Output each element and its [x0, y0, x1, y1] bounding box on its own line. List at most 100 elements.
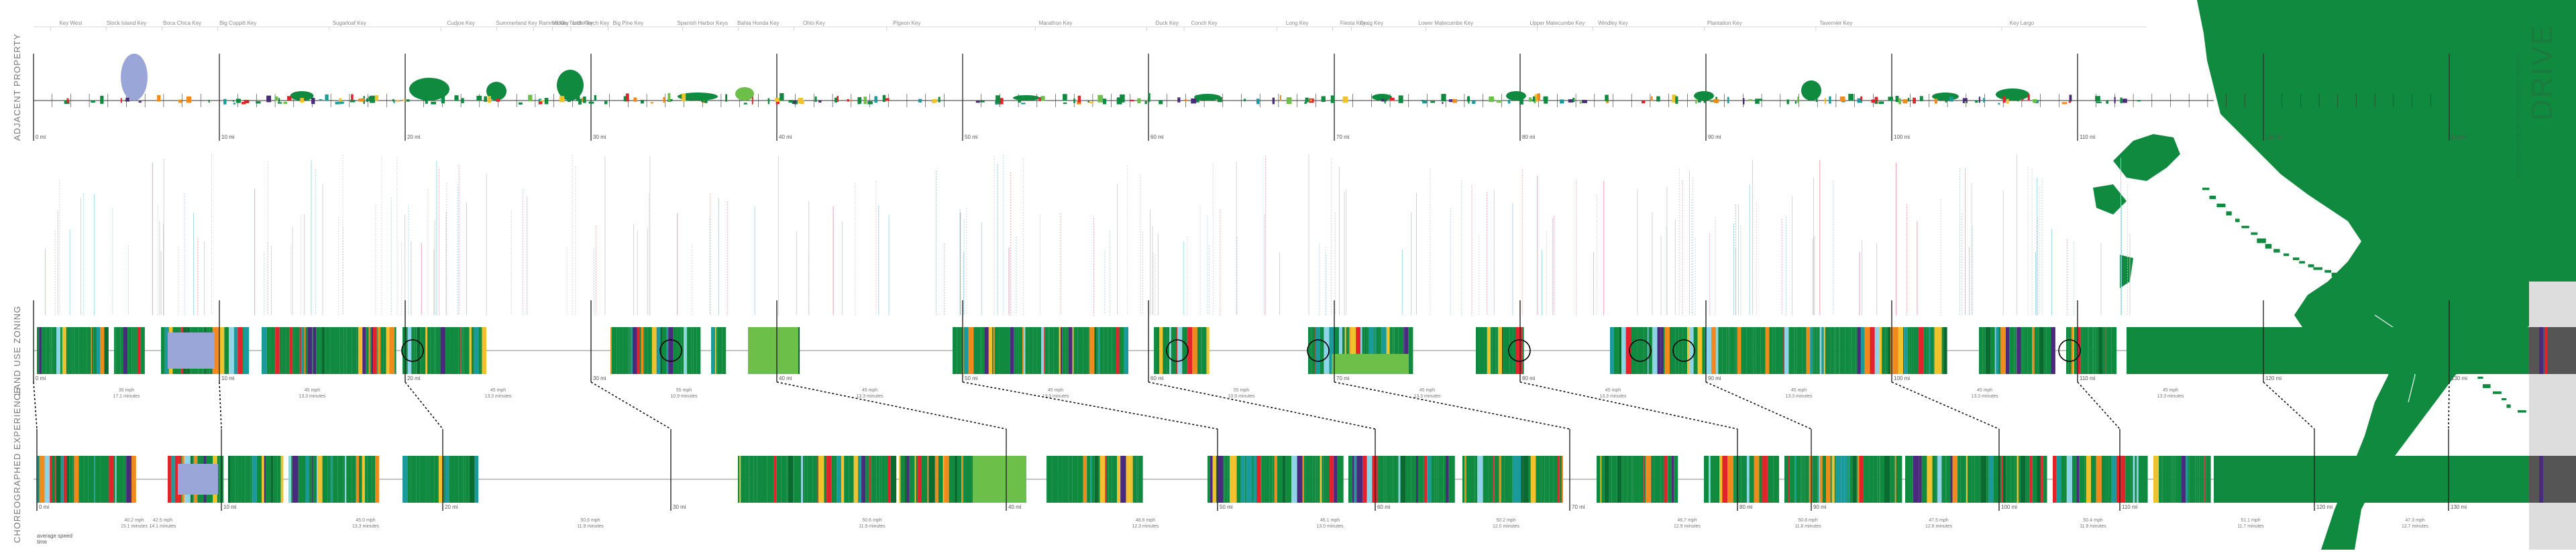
zoning-segment — [1497, 327, 1499, 374]
choreo-segment — [63, 456, 67, 503]
adjacent-property-fragment — [857, 97, 860, 105]
choreo-segment — [1329, 456, 1334, 503]
choreo-segment — [37, 456, 38, 503]
choreo-speed-label: 42.5 mph 14.1 minutes — [149, 517, 176, 530]
zoning-mile-label: 100 mi — [1894, 375, 1911, 381]
zoning-segment — [1364, 327, 1366, 374]
choreo-segment — [1448, 456, 1455, 503]
zoning-time-value: 17.1 minutes — [113, 394, 140, 399]
key-name-label: Ohio Key — [802, 20, 825, 26]
choreo-segment — [1869, 456, 1874, 503]
choreo-segment — [358, 456, 362, 503]
zoning-segment — [458, 327, 461, 374]
choreo-segment — [1910, 456, 1913, 503]
adjacent-property-fragment — [604, 101, 608, 105]
adjacent-property-fragment — [1441, 94, 1446, 102]
zoning-highlight-circle — [1508, 339, 1531, 362]
adjacent-property-fragment — [178, 99, 182, 103]
choreo-segment — [921, 456, 928, 503]
choreo-segment — [907, 456, 910, 503]
adjacent-property-fragment — [325, 94, 329, 101]
zoning-segment — [656, 327, 661, 374]
choreo-segment — [402, 456, 408, 503]
adjacent-property-fragment — [1824, 97, 1827, 105]
choreo-segment — [1621, 456, 1624, 503]
choreo-time-value: 12.9 minutes — [1673, 524, 1701, 529]
zoning-segment — [2066, 327, 2069, 374]
choreo-segment — [938, 456, 943, 503]
choreo-segment — [1913, 456, 1919, 503]
choreo-segment — [961, 456, 963, 503]
adjacent-property-fragment — [1860, 96, 1863, 101]
choreo-segment — [1120, 456, 1126, 503]
key-name-label: Long Key — [1285, 20, 1309, 26]
choreo-segment — [1474, 456, 1475, 503]
choreo-segment — [1521, 456, 1523, 503]
zoning-mile-label: 90 mi — [1708, 375, 1721, 381]
choreo-segment — [1068, 456, 1073, 503]
adjacent-property-fragment — [1063, 94, 1067, 101]
zoning-segment — [651, 327, 657, 374]
choreo-segment — [256, 456, 262, 503]
choreo-segment — [1790, 456, 1795, 503]
key-fragment-shape — [2265, 243, 2272, 249]
choreo-segment — [174, 456, 178, 503]
choreo-segment — [266, 456, 271, 503]
adjacent-property-fragment — [487, 96, 491, 103]
choreo-segment — [2108, 456, 2112, 503]
zoning-segment — [301, 327, 304, 374]
choreo-segment — [899, 456, 901, 503]
choreo-segment — [230, 456, 235, 503]
choreo-segment — [1320, 456, 1322, 503]
choreo-segment — [1483, 456, 1489, 503]
adjacent-property-fragment — [701, 100, 705, 103]
adjacent-property-fragment — [100, 95, 104, 104]
zoning-segment — [1116, 327, 1120, 374]
choreo-mainland-block — [2214, 456, 2542, 503]
choreo-segment — [1098, 456, 1100, 503]
zoning-segment — [1933, 327, 1935, 374]
adjacent-mile-label: 120 mi — [2265, 134, 2282, 140]
zoning-segment — [416, 327, 417, 374]
diagram-title: DRIVE — [2526, 23, 2559, 121]
zoning-segment — [127, 327, 132, 374]
zoning-segment — [1104, 327, 1108, 374]
adjacent-property-fragment — [834, 97, 837, 103]
zoning-segment — [1735, 327, 1737, 374]
choreo-segment — [1515, 456, 1521, 503]
adjacent-property-fragment — [625, 93, 629, 102]
choreo-segment — [2121, 456, 2126, 503]
key-name-label: Fiesta Key — [1340, 20, 1366, 26]
choreo-segment — [844, 456, 849, 503]
zoning-segment — [2024, 327, 2028, 374]
choreo-segment — [2171, 456, 2173, 503]
choreo-speed-label: 47.3 mph 12.7 minutes — [2402, 517, 2428, 530]
zoning-segment — [1089, 327, 1095, 374]
choreo-segment — [918, 456, 922, 503]
zoning-segment — [266, 327, 270, 374]
adjacent-property-fragment — [2137, 100, 2141, 102]
zoning-segment — [2021, 327, 2023, 374]
choreo-segment — [2072, 456, 2077, 503]
zoning-segment — [1026, 327, 1029, 374]
adjacent-property-fragment — [1534, 97, 1536, 104]
key-fragment-shape — [2209, 195, 2216, 199]
adjacent-property-blob — [1801, 80, 1821, 101]
choreo-segment — [781, 456, 784, 503]
choreo-segment — [104, 456, 109, 503]
adjacent-property-fragment — [1018, 95, 1021, 103]
adjacent-property-fragment — [266, 95, 272, 103]
zoning-segment — [66, 327, 68, 374]
zoning-segment — [1398, 327, 1404, 374]
zoning-segment — [1380, 327, 1382, 374]
choreo-segment — [2061, 456, 2067, 503]
choreo-segment — [2189, 456, 2196, 503]
zoning-segment — [1637, 327, 1640, 374]
zoning-segment — [1036, 327, 1042, 374]
adjacent-property-fragment — [311, 97, 315, 105]
zoning-time-value: 13.3 minutes — [1413, 394, 1441, 399]
zoning-segment — [1903, 327, 1904, 374]
zoning-segment — [356, 327, 358, 374]
zoning-segment — [292, 327, 295, 374]
choreo-segment — [56, 456, 61, 503]
